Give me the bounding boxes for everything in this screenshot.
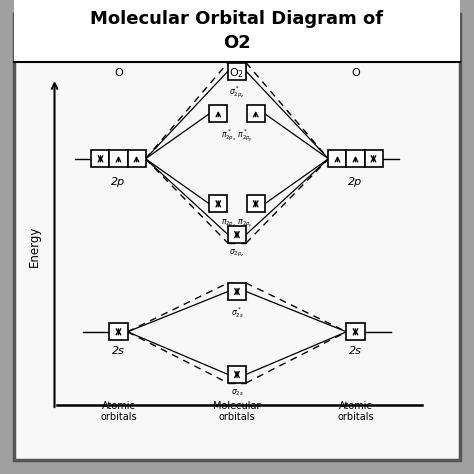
Text: 2p: 2p (111, 177, 126, 187)
Bar (228, 226, 246, 243)
Bar (210, 105, 228, 122)
Bar (91, 150, 109, 167)
Bar (228, 283, 246, 300)
Text: Molecular Orbital Diagram of: Molecular Orbital Diagram of (91, 10, 383, 28)
Text: O: O (114, 68, 123, 79)
Text: $\sigma^*_{2s}$: $\sigma^*_{2s}$ (230, 305, 244, 319)
Text: 2s: 2s (112, 346, 125, 356)
Text: $\sigma_{2s}$: $\sigma_{2s}$ (230, 388, 244, 398)
Bar (328, 150, 346, 167)
FancyBboxPatch shape (14, 14, 460, 460)
Bar (228, 63, 246, 80)
Text: Energy: Energy (27, 226, 41, 267)
Text: $\pi_{2p_x}$ $\pi_{2p_y}$: $\pi_{2p_x}$ $\pi_{2p_y}$ (221, 217, 253, 230)
Text: O$_2$: O$_2$ (229, 66, 245, 81)
Bar (247, 105, 264, 122)
Bar (346, 150, 365, 167)
FancyBboxPatch shape (14, 0, 460, 62)
Bar (346, 323, 365, 340)
Bar (247, 195, 264, 212)
Text: O: O (351, 68, 360, 79)
Text: $\pi^*_{2p_x}$ $\pi^*_{2p_y}$: $\pi^*_{2p_x}$ $\pi^*_{2p_y}$ (221, 127, 253, 144)
Text: $\sigma_{2p_z}$: $\sigma_{2p_z}$ (229, 248, 245, 259)
Bar (128, 150, 146, 167)
Bar (228, 366, 246, 383)
Bar (109, 323, 128, 340)
Text: Molecular
orbitals: Molecular orbitals (213, 401, 261, 422)
Text: 2s: 2s (349, 346, 362, 356)
Bar (109, 150, 128, 167)
Bar (365, 150, 383, 167)
Bar (210, 195, 228, 212)
Text: 2p: 2p (348, 177, 363, 187)
Text: Atomic
orbitals: Atomic orbitals (337, 401, 374, 422)
Text: Atomic
orbitals: Atomic orbitals (100, 401, 137, 422)
Text: O2: O2 (223, 34, 251, 52)
Text: $\sigma^*_{2p_z}$: $\sigma^*_{2p_z}$ (229, 84, 245, 100)
